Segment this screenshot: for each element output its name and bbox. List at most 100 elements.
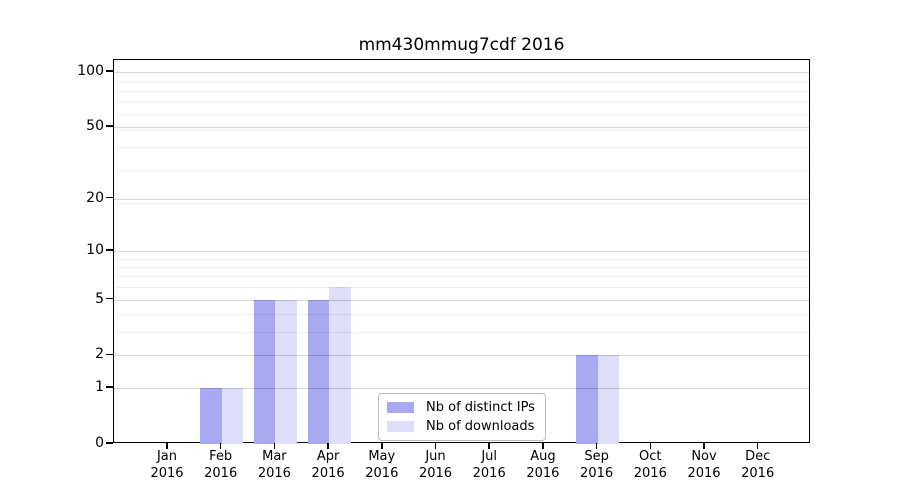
minor-gridline <box>114 332 809 334</box>
major-gridline <box>114 72 809 74</box>
minor-gridline <box>114 169 809 171</box>
x-tick-month: Sep <box>584 449 609 464</box>
y-tick <box>106 249 113 251</box>
y-tick-label: 20 <box>86 189 104 206</box>
x-tick <box>488 443 490 449</box>
x-tick-label: Nov 2016 <box>672 449 736 482</box>
minor-gridline <box>114 276 809 278</box>
major-gridline <box>114 250 809 252</box>
x-tick <box>434 443 437 449</box>
bar-downloads-mar <box>275 299 297 444</box>
x-tick-month: Aug <box>530 449 556 464</box>
x-tick <box>649 443 652 449</box>
x-tick-label: Jun 2016 <box>404 449 468 482</box>
bars-layer <box>114 60 809 444</box>
y-tick-label: 10 <box>86 241 104 258</box>
minor-gridline <box>114 202 809 204</box>
legend-label-distinct-ips: Nb of distinct IPs <box>426 400 535 415</box>
major-gridline <box>114 299 809 301</box>
minor-gridline <box>114 287 809 289</box>
minor-gridline <box>114 128 809 130</box>
y-tick <box>106 386 113 388</box>
x-tick <box>273 443 276 449</box>
y-tick-label: 2 <box>95 346 104 363</box>
x-tick <box>703 443 705 449</box>
x-tick-month: Jul <box>481 449 498 464</box>
y-tick <box>106 196 113 199</box>
x-tick <box>166 443 168 449</box>
major-gridline <box>114 388 809 390</box>
y-tick <box>106 297 113 300</box>
x-tick-label: Oct 2016 <box>618 449 682 482</box>
minor-gridline <box>114 146 809 148</box>
y-tick-label: 50 <box>86 118 104 135</box>
x-tick-year: 2016 <box>365 465 399 481</box>
x-tick-year: 2016 <box>257 465 291 481</box>
major-gridline <box>114 198 809 200</box>
x-tick-year: 2016 <box>741 465 775 481</box>
x-tick-month: Mar <box>262 449 287 464</box>
x-tick-year: 2016 <box>472 465 506 481</box>
plot-area: Nb of distinct IPs Nb of downloads <box>113 59 810 444</box>
x-tick-label: Apr 2016 <box>296 449 360 482</box>
legend-entry-downloads: Nb of downloads <box>387 419 535 434</box>
x-tick-year: 2016 <box>204 465 238 481</box>
x-tick-year: 2016 <box>311 465 345 481</box>
bar-downloads-sep <box>597 355 620 444</box>
x-tick-label: May 2016 <box>350 449 414 482</box>
legend: Nb of distinct IPs Nb of downloads <box>378 393 546 441</box>
y-tick-label: 100 <box>77 63 104 80</box>
x-tick <box>756 443 759 449</box>
legend-entry-distinct-ips: Nb of distinct IPs <box>387 400 535 415</box>
minor-gridline <box>114 266 809 268</box>
x-tick-month: Jun <box>425 449 446 464</box>
minor-gridline <box>114 101 809 103</box>
x-tick-year: 2016 <box>150 465 184 481</box>
grid-layer <box>114 60 809 442</box>
bar-distinct-ips-sep <box>576 355 598 444</box>
x-tick-label: Aug 2016 <box>511 449 575 482</box>
legend-swatch-distinct-ips <box>387 402 414 413</box>
major-gridline <box>114 127 809 129</box>
x-tick-month: Jan <box>156 449 178 464</box>
x-tick-year: 2016 <box>418 465 453 481</box>
x-tick <box>327 443 329 449</box>
x-tick-label: Mar 2016 <box>242 449 306 482</box>
x-tick-label: Jul 2016 <box>457 449 521 482</box>
x-tick-month: Apr <box>316 449 340 464</box>
minor-gridline <box>114 114 809 116</box>
x-tick-year: 2016 <box>687 465 721 481</box>
x-tick <box>542 443 544 449</box>
x-tick-year: 2016 <box>580 465 614 481</box>
major-gridline <box>114 355 809 357</box>
x-tick <box>381 443 383 449</box>
bar-downloads-apr <box>329 287 351 444</box>
minor-gridline <box>114 258 809 260</box>
minor-gridline <box>114 81 809 83</box>
bar-distinct-ips-apr <box>307 299 330 444</box>
x-tick-label: Jan 2016 <box>135 449 199 482</box>
x-tick-year: 2016 <box>633 465 667 481</box>
y-tick-label: 1 <box>95 379 104 396</box>
bar-distinct-ips-mar <box>253 299 276 444</box>
x-tick-year: 2016 <box>526 465 560 481</box>
y-tick-label: 5 <box>95 290 104 307</box>
x-tick-label: Dec 2016 <box>726 449 790 482</box>
legend-label-downloads: Nb of downloads <box>426 419 535 434</box>
x-tick-label: Sep 2016 <box>565 449 629 482</box>
x-tick-month: Oct <box>639 449 662 464</box>
minor-gridline <box>114 314 809 316</box>
bar-distinct-ips-feb <box>200 388 222 444</box>
x-tick-month: May <box>368 449 396 464</box>
y-tick <box>106 70 113 72</box>
bar-downloads-feb <box>221 388 244 444</box>
minor-gridline <box>114 90 809 92</box>
y-tick <box>106 125 113 127</box>
x-tick-label: Feb 2016 <box>189 449 253 482</box>
chart-title: mm430mmug7cdf 2016 <box>358 35 565 55</box>
x-tick <box>219 443 222 449</box>
y-tick <box>106 353 113 356</box>
x-tick <box>595 443 598 449</box>
x-tick-month: Dec <box>745 449 771 464</box>
